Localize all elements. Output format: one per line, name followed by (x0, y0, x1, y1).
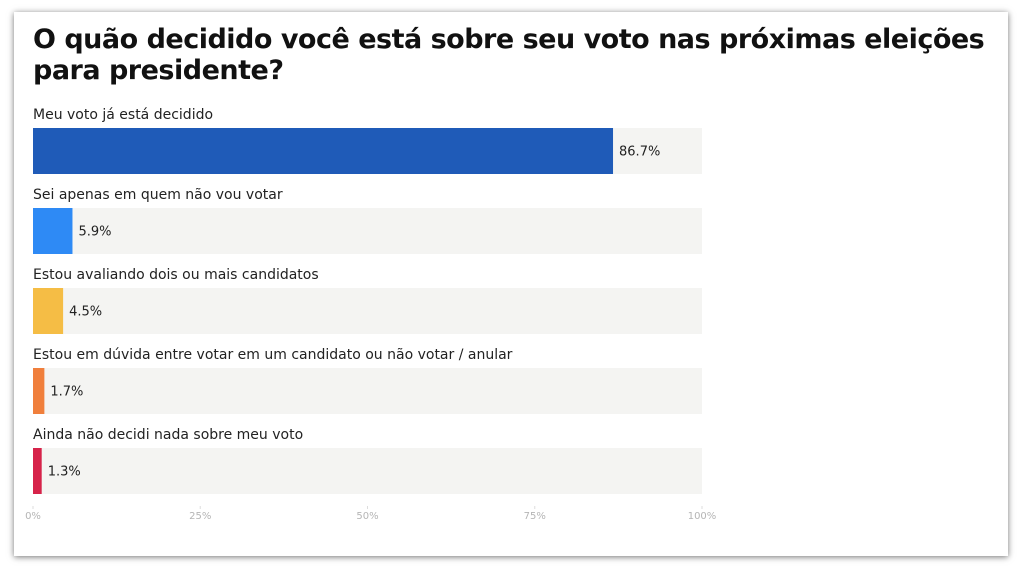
category-label: Sei apenas em quem não vou votar (33, 187, 283, 203)
x-tick-label: 25% (189, 511, 211, 522)
category-label: Estou avaliando dois ou mais candidatos (33, 267, 319, 283)
bar-track (33, 448, 702, 494)
bar (33, 368, 45, 414)
bar (33, 208, 73, 254)
bar-track (33, 288, 702, 334)
category-label: Ainda não decidi nada sobre meu voto (33, 427, 303, 443)
value-label: 4.5% (69, 305, 102, 320)
value-label: 1.3% (48, 465, 81, 480)
value-label: 1.7% (50, 385, 83, 400)
x-tick-label: 0% (25, 511, 41, 522)
x-tick-label: 50% (356, 511, 378, 522)
bar (33, 288, 64, 334)
bar-track (33, 368, 702, 414)
bar-track (33, 208, 702, 254)
bar (33, 128, 614, 174)
value-label: 86.7% (619, 145, 660, 160)
x-tick-label: 100% (688, 511, 717, 522)
x-tick-label: 75% (524, 511, 546, 522)
category-label: Estou em dúvida entre votar em um candid… (33, 347, 513, 363)
category-label: Meu voto já está decidido (33, 107, 213, 123)
value-label: 5.9% (78, 225, 111, 240)
bar (33, 448, 42, 494)
chart-title: O quão decidido você está sobre seu voto… (33, 24, 985, 86)
